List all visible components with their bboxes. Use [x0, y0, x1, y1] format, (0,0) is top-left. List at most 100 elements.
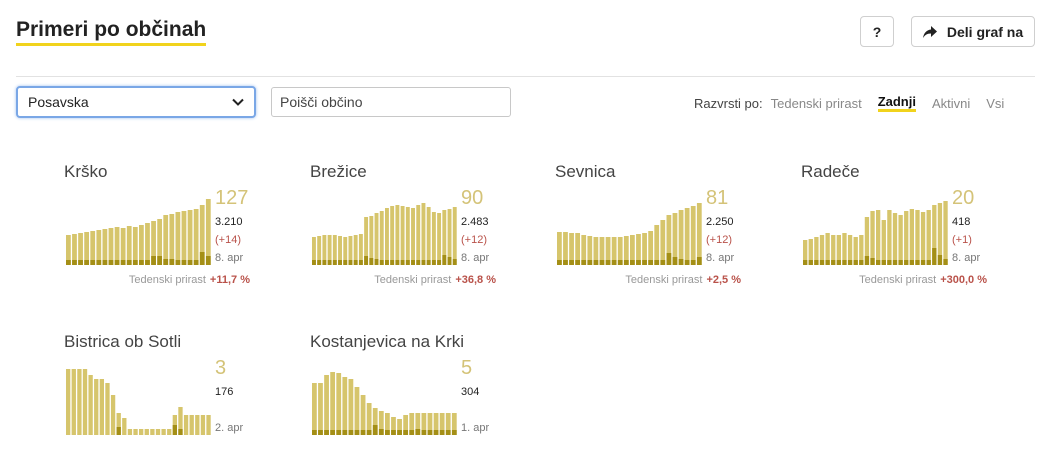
chevron-down-icon — [232, 98, 244, 106]
municipality-card[interactable]: Radeče 20 418 (+1) 8. apr Tedenski prirast +30… — [801, 162, 1001, 312]
bar — [378, 411, 384, 435]
bar-new-cases — [611, 260, 617, 265]
bar — [853, 237, 858, 265]
bar — [842, 233, 847, 265]
active-cases: 81 — [706, 187, 729, 209]
bar — [161, 429, 166, 435]
share-button[interactable]: Deli graf na — [911, 16, 1035, 47]
bar-new-cases — [172, 425, 178, 435]
bar-new-cases — [132, 260, 138, 265]
bar-new-cases — [876, 260, 881, 265]
bar — [390, 206, 395, 265]
bar-new-cases — [72, 260, 77, 265]
bar — [593, 237, 599, 265]
municipality-name: Sevnica — [555, 162, 616, 181]
municipality-name: Bistrica ob Sotli — [64, 332, 182, 351]
bar — [189, 415, 194, 435]
sort-option-active[interactable]: Aktivni — [931, 95, 971, 111]
active-cases: 90 — [461, 187, 484, 209]
municipality-card[interactable]: Krško 127 3.210 (+14) 8. apr Tedenski prirast… — [64, 162, 264, 312]
bar — [864, 217, 870, 265]
bar-new-cases — [369, 258, 374, 265]
bar-new-cases — [672, 257, 678, 265]
bar — [332, 235, 337, 265]
region-select-value: Posavska — [28, 94, 89, 110]
bar-new-cases — [426, 260, 431, 265]
weekly-growth-label: Tedenski prirast — [859, 274, 937, 286]
bar-new-cases — [421, 430, 427, 435]
bar-new-cases — [915, 260, 920, 265]
bar-new-cases — [205, 256, 211, 265]
municipality-card[interactable]: Sevnica 81 2.250 (+12) 8. apr Tedenski priras… — [555, 162, 755, 312]
help-button[interactable]: ? — [860, 16, 894, 47]
bar-new-cases — [847, 260, 853, 265]
municipality-card[interactable]: Brežice 90 2.483 (+12) 8. apr Tedenski priras… — [310, 162, 510, 312]
bar — [84, 232, 90, 265]
bar-new-cases — [853, 260, 858, 265]
bar — [122, 418, 127, 435]
municipality-name: Brežice — [310, 162, 367, 181]
bar — [200, 415, 206, 435]
bar — [181, 211, 187, 265]
weekly-growth-label: Tedenski prirast — [625, 274, 703, 286]
bar-new-cases — [330, 430, 336, 435]
bar-new-cases — [864, 256, 870, 265]
search-input[interactable] — [271, 87, 511, 117]
bar — [71, 369, 76, 435]
bar-new-cases — [139, 260, 144, 265]
bar — [648, 231, 654, 265]
bar — [369, 216, 374, 265]
bar — [72, 234, 77, 265]
bar — [442, 210, 447, 265]
bar — [411, 208, 415, 265]
bar — [132, 227, 138, 265]
bar — [88, 375, 93, 435]
bar — [114, 227, 120, 265]
bar — [421, 413, 427, 435]
bar-new-cases — [898, 260, 903, 265]
bar — [338, 236, 342, 265]
bar — [926, 210, 931, 265]
bar — [342, 377, 348, 435]
bar — [169, 214, 175, 265]
bar-new-cases — [151, 256, 156, 265]
sort-option-all[interactable]: Vsi — [986, 95, 1005, 111]
bar-new-cases — [372, 425, 378, 435]
weekly-growth-value: +300,0 % — [940, 274, 987, 286]
bar — [920, 212, 926, 265]
sort-option-weekly[interactable]: Tedenski prirast — [770, 95, 862, 111]
last-date: 2. apr — [215, 422, 244, 434]
bar — [666, 215, 672, 265]
bar — [421, 203, 426, 265]
bar-new-cases — [358, 260, 363, 265]
bar-new-cases — [354, 430, 360, 435]
last-date: 8. apr — [952, 252, 981, 264]
bar — [353, 235, 358, 265]
bar — [452, 207, 457, 265]
bar-new-cases — [157, 256, 163, 265]
bar — [400, 206, 405, 265]
bar-new-cases — [405, 260, 410, 265]
municipality-card[interactable]: Bistrica ob Sotli 3 176 2. apr — [64, 332, 264, 470]
bar-new-cases — [909, 260, 915, 265]
bar-new-cases — [654, 260, 660, 265]
sort-option-latest[interactable]: Zadnji — [877, 94, 916, 112]
region-select[interactable]: Posavska — [16, 86, 256, 118]
bar — [145, 223, 150, 265]
bar-new-cases — [378, 429, 384, 435]
bar-new-cases — [312, 430, 317, 435]
bar-new-cases — [391, 430, 396, 435]
bar — [642, 233, 647, 265]
bar — [909, 209, 915, 265]
bar — [96, 230, 102, 265]
bar-new-cases — [66, 260, 71, 265]
municipality-name: Krško — [64, 162, 108, 181]
bar — [431, 212, 436, 265]
bar — [127, 429, 133, 435]
bar — [696, 203, 702, 265]
bar — [348, 379, 354, 435]
municipality-card[interactable]: Kostanjevica na Krki 5 304 1. apr — [310, 332, 510, 470]
bar — [937, 203, 943, 265]
bar-new-cases — [904, 260, 909, 265]
bar — [187, 210, 193, 265]
